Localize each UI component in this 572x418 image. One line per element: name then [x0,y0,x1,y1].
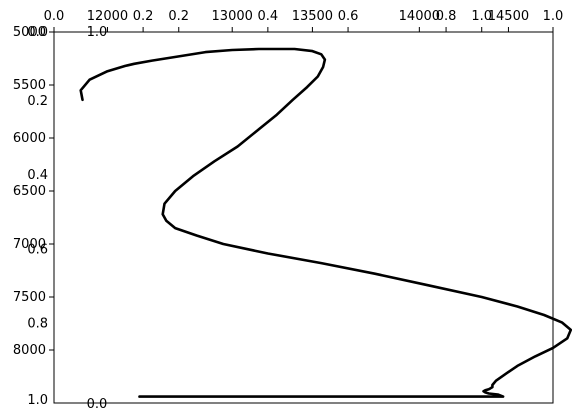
top-tick-label: 14500 [488,9,529,24]
top-tick-label: 0.2 [168,9,189,24]
left-tick-label: 6000 [13,131,46,146]
top-tick-label: 1.0 [471,9,492,24]
top-tick-label: 0.6 [338,9,359,24]
series-line [79,47,572,398]
top-tick-label: 1.0 [543,9,564,24]
left-tick-label: 5500 [13,78,46,93]
overlay-tick-label: 0.4 [27,168,48,183]
left-tick-label: 6500 [13,184,46,199]
left-tick-label: 7500 [13,290,46,305]
left-tick-label: 5000 [13,25,46,40]
stray-label: 0.0 [87,397,108,412]
plot-border [53,31,554,404]
top-tick-label: 0.4 [258,9,279,24]
top-tick-label: 0.0 [44,9,65,24]
overlay-tick-label: 1.0 [27,393,48,408]
overlay-tick-label: 0.6 [27,242,48,257]
series-group [79,47,572,398]
left-tick-label: 8000 [13,343,46,358]
top-tick-label: 0.8 [436,9,457,24]
stray-label: 1.0 [87,25,108,40]
top-tick-label: 13500 [292,9,333,24]
top-tick-label: 12000 [87,9,128,24]
top-tick-label: 0.2 [133,9,154,24]
top-tick-label: 13000 [212,9,253,24]
top-tick-label: 14000 [399,9,440,24]
overlay-tick-label: 0.2 [27,94,48,109]
overlay-tick-label: 0.8 [27,317,48,332]
plot-frame [53,31,554,404]
left-tick-label: 7000 [13,237,46,252]
overlay-tick-label: 0.0 [27,25,48,40]
